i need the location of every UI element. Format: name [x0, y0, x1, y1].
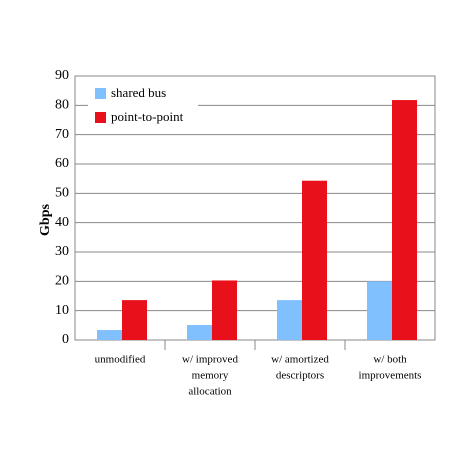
- bar: [302, 180, 327, 340]
- y-tick-label: 20: [55, 274, 69, 289]
- y-tick-label: 30: [55, 244, 69, 259]
- bar: [392, 100, 417, 340]
- legend-label: point-to-point: [111, 109, 184, 124]
- bar: [97, 330, 122, 340]
- bar: [122, 300, 147, 340]
- y-tick-label: 50: [55, 186, 69, 201]
- x-tick-label: allocation: [188, 386, 232, 398]
- x-tick-label: w/ both: [373, 354, 407, 366]
- y-tick-label: 60: [55, 156, 69, 171]
- y-tick-label: 0: [62, 332, 69, 347]
- x-tick-label: unmodified: [95, 354, 146, 366]
- y-tick-label: 80: [55, 98, 69, 113]
- x-tick-label: w/ improved: [182, 354, 238, 366]
- bar: [367, 281, 392, 340]
- legend-swatch: [95, 112, 106, 123]
- legend-label: shared bus: [111, 85, 166, 100]
- bar: [277, 300, 302, 340]
- legend-swatch: [95, 88, 106, 99]
- x-tick-label: memory: [192, 370, 229, 382]
- bar: [187, 325, 212, 340]
- x-tick-label: improvements: [359, 370, 422, 382]
- x-tick-label: descriptors: [276, 370, 324, 382]
- y-tick-label: 90: [55, 68, 69, 83]
- y-tick-label: 70: [55, 127, 69, 142]
- y-axis-label: Gbps: [38, 203, 53, 235]
- y-tick-label: 40: [55, 215, 69, 230]
- bar: [212, 280, 237, 340]
- legend-box: [88, 84, 198, 130]
- y-tick-label: 10: [55, 303, 69, 318]
- x-tick-label: w/ amortized: [271, 354, 329, 366]
